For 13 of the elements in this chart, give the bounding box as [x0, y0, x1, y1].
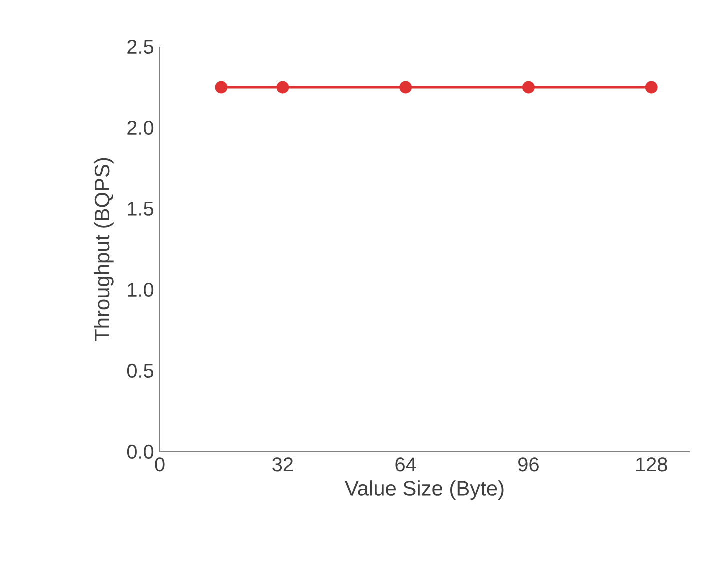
x-axis-title: Value Size (Byte) — [345, 480, 504, 500]
x-tick-label: 96 — [518, 458, 539, 472]
y-tick-label: 0.5 — [127, 364, 154, 378]
y-tick-label: 1.0 — [128, 282, 154, 298]
x-tick-label: 32 — [272, 458, 293, 472]
y-tick-label: 1.5 — [128, 202, 154, 216]
y-axis-title: Throughput (BQPS) — [94, 158, 114, 342]
y-tick-label: 2.5 — [128, 40, 154, 54]
x-tick-label: 128 — [636, 458, 668, 472]
y-tick-label: 2.0 — [128, 120, 154, 136]
x-tick-label: 0 — [155, 458, 165, 472]
y-tick-label: 0.0 — [127, 444, 154, 460]
x-tick-label: 64 — [396, 458, 416, 472]
